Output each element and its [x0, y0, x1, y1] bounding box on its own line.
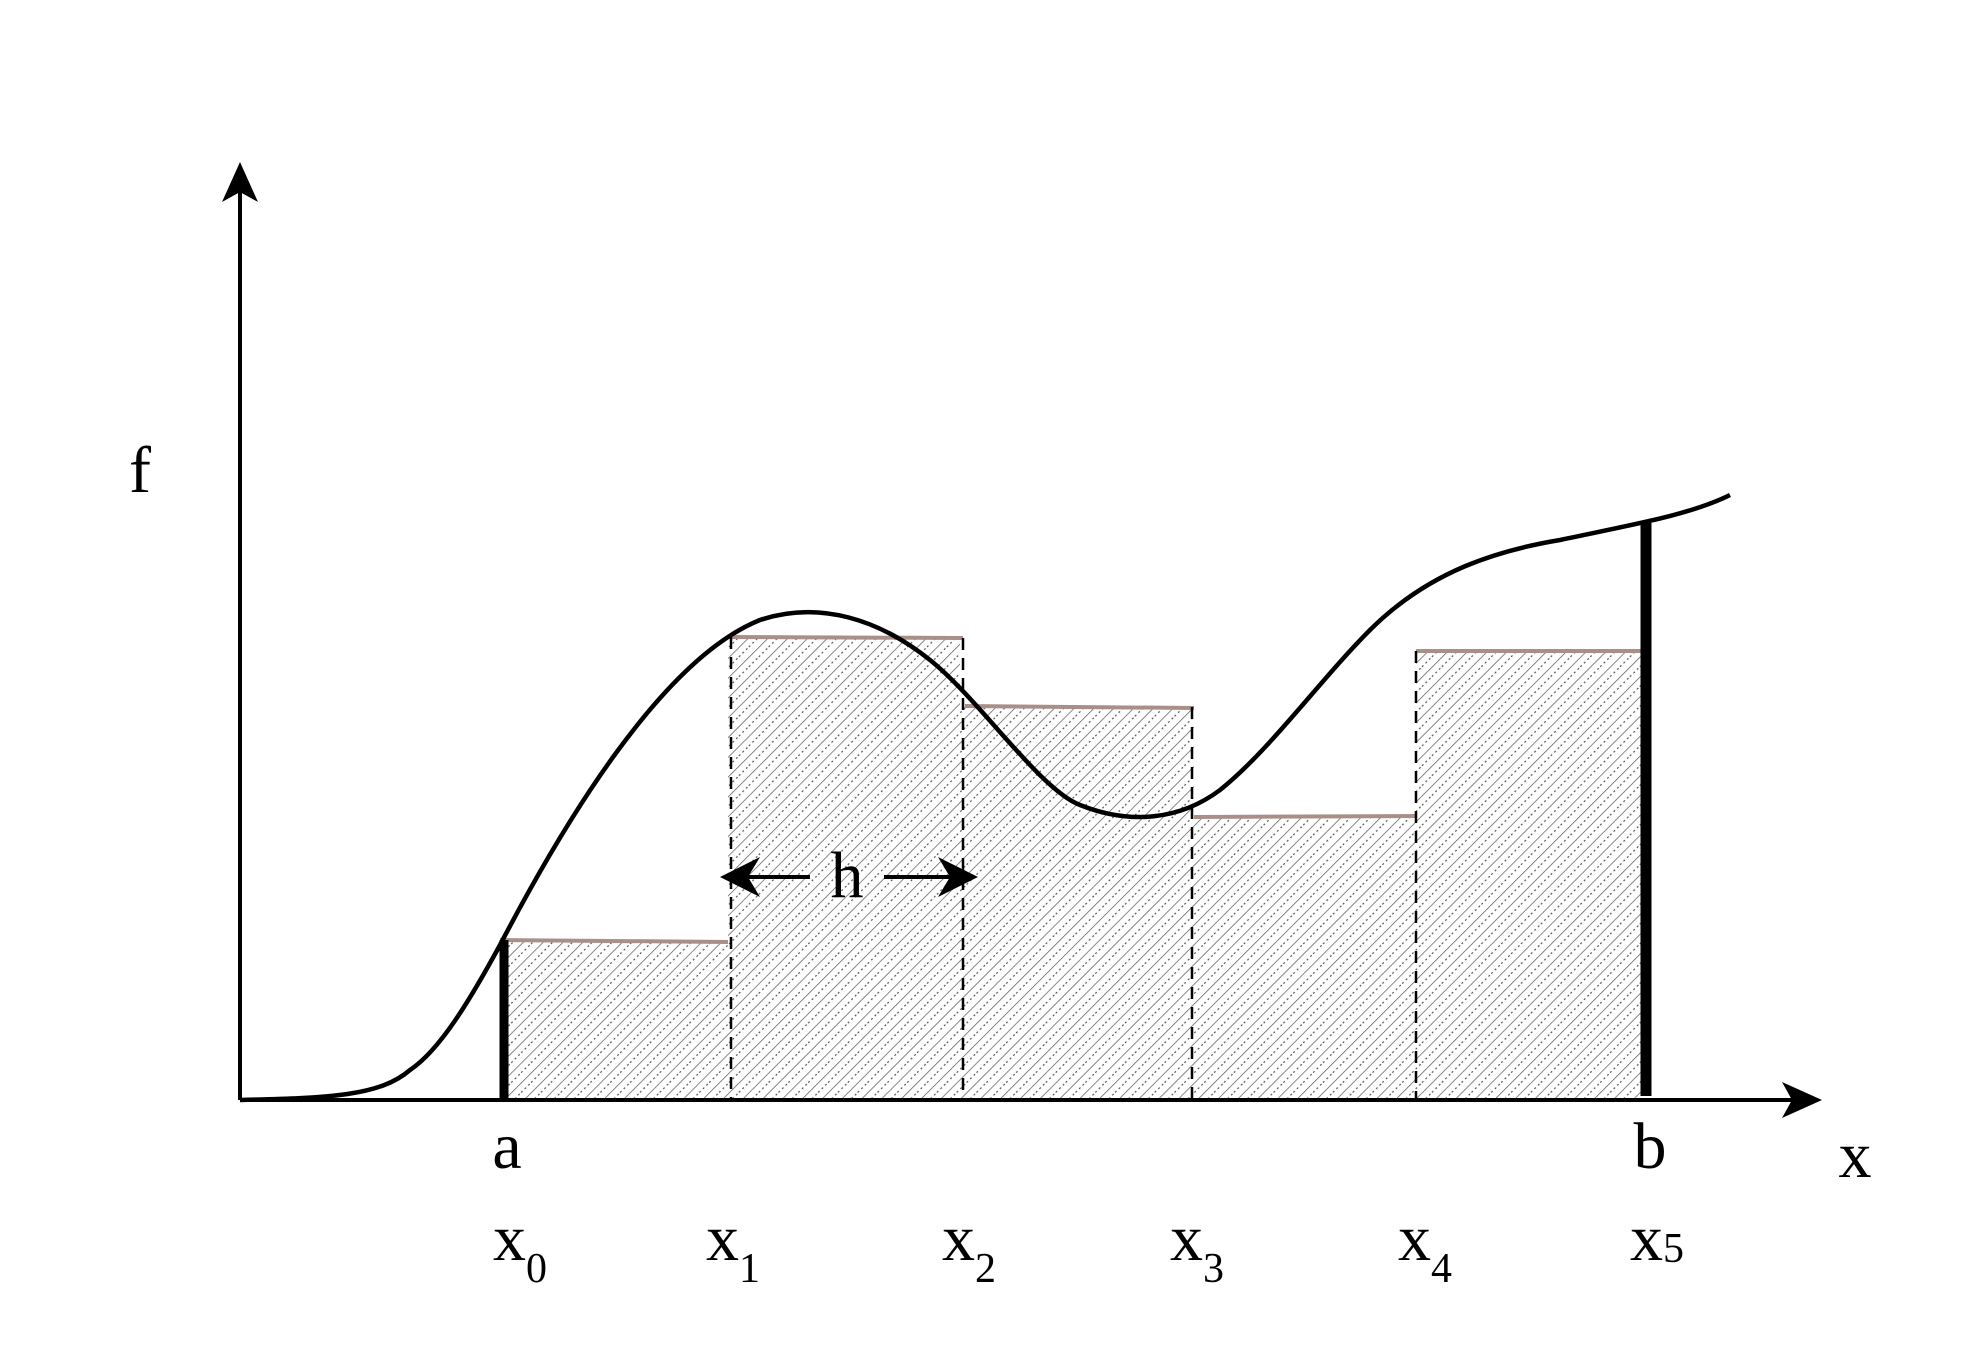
rectangle-top-4	[1193, 814, 1417, 819]
y-axis-label: f	[129, 434, 151, 507]
step-label: h	[831, 839, 864, 912]
step-width-indicator: h	[720, 839, 978, 912]
function-curve	[239, 492, 1732, 1103]
node-label-x3: x3	[1170, 1202, 1224, 1292]
rectangle-top-3	[964, 704, 1195, 710]
node-label-x2: x2	[942, 1202, 996, 1292]
interval-end-label: b	[1634, 1110, 1667, 1183]
node-label-x5: x5	[1630, 1202, 1684, 1275]
rectangle-2	[728, 637, 960, 1100]
rectangle-4	[1194, 816, 1416, 1100]
node-label-x4: x4	[1398, 1202, 1452, 1292]
rectangle-top-1	[499, 938, 729, 944]
y-axis-arrowhead	[222, 162, 258, 202]
rectangle-tops	[499, 635, 1642, 944]
rectangle-5	[1416, 651, 1642, 1100]
x-axis-arrowhead	[1782, 1082, 1822, 1118]
node-label-x0: x0	[493, 1202, 547, 1292]
riemann-rectangles	[500, 637, 1642, 1100]
rectangle-1	[500, 940, 728, 1100]
interval-start-label: a	[492, 1110, 521, 1183]
node-label-x1: x1	[706, 1202, 760, 1292]
rectangle-3	[960, 707, 1194, 1100]
x-axis-label: x	[1839, 1119, 1872, 1192]
rectangle-top-2	[727, 635, 964, 640]
node-labels: x0 x1 x2 x3 x4 x5	[493, 1202, 1684, 1292]
